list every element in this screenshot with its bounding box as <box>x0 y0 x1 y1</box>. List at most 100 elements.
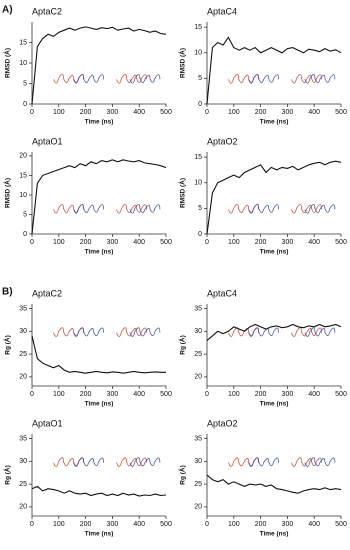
y-tick-label: 15 <box>194 24 202 31</box>
x-tick-label: 200 <box>255 109 267 116</box>
x-tick-label: 400 <box>308 109 320 116</box>
y-axis-label: Rg (Å) <box>178 465 187 485</box>
structure-illustration <box>248 457 279 467</box>
y-tick-label: 15 <box>194 154 202 161</box>
structure-illustration <box>116 74 147 84</box>
chart-panel: AptaC2 Rg (Å) Time (ns) 20 25 30 35 0 100 200 300 4… <box>3 288 172 407</box>
chart-panel: AptaC2 RMSD (Å) Time (ns) 0 5 10 15 0 100 200 300 4… <box>3 6 172 125</box>
chart-title: AptaC2 <box>32 6 62 16</box>
x-tick-label: 500 <box>160 239 172 246</box>
structure-illustration <box>304 327 336 337</box>
x-tick-label: 300 <box>282 109 294 116</box>
panel-label: B) <box>2 287 13 298</box>
x-tick-label: 100 <box>228 391 240 398</box>
chart-panel: AptaC4 Rg (Å) Time (ns) 20 25 30 35 0 100 200 300 4… <box>178 288 347 407</box>
chart-title: AptaO1 <box>32 136 63 146</box>
y-axis-label: Rg (Å) <box>3 335 12 355</box>
x-tick-label: 300 <box>107 239 119 246</box>
y-tick-label: 25 <box>194 481 202 488</box>
structure-illustration <box>291 327 322 337</box>
x-axis-label: Time (ns) <box>260 119 289 126</box>
chart-title: AptaC4 <box>207 288 237 298</box>
y-tick-label: 0 <box>198 101 202 108</box>
y-tick-label: 20 <box>194 504 202 511</box>
structure-illustration <box>248 74 279 84</box>
data-line <box>206 323 342 341</box>
x-axis-label: Time (ns) <box>85 531 114 538</box>
structure-illustration <box>248 327 279 337</box>
y-tick-label: 20 <box>19 374 27 381</box>
structure-illustration <box>304 457 336 467</box>
x-tick-label: 400 <box>133 391 145 398</box>
chart-panel: AptaO2 RMSD (Å) Time (ns) 0 5 10 15 0 100 200 300 4… <box>178 136 347 255</box>
chart-title: AptaO2 <box>207 418 238 428</box>
y-tick-label: 0 <box>198 231 202 238</box>
y-tick-label: 20 <box>19 504 27 511</box>
y-tick-label: 15 <box>19 172 27 179</box>
x-tick-label: 0 <box>30 521 34 528</box>
x-tick-label: 200 <box>255 239 267 246</box>
y-tick-label: 0 <box>23 231 27 238</box>
x-tick-label: 100 <box>228 239 240 246</box>
data-line <box>31 485 167 497</box>
structure-illustration <box>53 204 84 214</box>
y-tick-label: 35 <box>19 305 27 312</box>
x-tick-label: 500 <box>335 239 347 246</box>
chart-title: AptaO2 <box>207 136 238 146</box>
x-tick-label: 100 <box>53 521 65 528</box>
x-tick-label: 300 <box>107 109 119 116</box>
structure-illustration <box>291 204 322 214</box>
y-tick-label: 5 <box>23 80 27 87</box>
x-tick-label: 200 <box>80 109 92 116</box>
y-tick-label: 10 <box>19 192 27 199</box>
y-axis-label: RMSD (Å) <box>178 178 187 208</box>
structure-illustration <box>129 327 161 337</box>
x-tick-label: 500 <box>335 391 347 398</box>
x-tick-label: 0 <box>30 391 34 398</box>
chart-title: AptaC4 <box>207 6 237 16</box>
x-tick-label: 200 <box>80 521 92 528</box>
y-tick-label: 10 <box>194 50 202 57</box>
structure-illustration <box>291 457 322 467</box>
y-axis-label: RMSD (Å) <box>178 48 187 78</box>
x-axis-label: Time (ns) <box>260 249 289 256</box>
structure-illustration <box>116 327 147 337</box>
y-tick-label: 30 <box>194 458 202 465</box>
chart-title: AptaC2 <box>32 288 62 298</box>
y-tick-label: 5 <box>23 211 27 218</box>
y-tick-label: 30 <box>194 328 202 335</box>
x-tick-label: 0 <box>205 109 209 116</box>
y-tick-label: 0 <box>23 101 27 108</box>
structure-illustration <box>291 74 322 84</box>
structure-illustration <box>73 327 104 337</box>
y-tick-label: 10 <box>194 180 202 187</box>
x-tick-label: 100 <box>53 109 65 116</box>
y-tick-label: 25 <box>19 351 27 358</box>
structure-illustration <box>228 327 259 337</box>
x-tick-label: 400 <box>133 521 145 528</box>
x-tick-label: 400 <box>308 239 320 246</box>
x-tick-label: 500 <box>160 391 172 398</box>
y-axis-label: RMSD (Å) <box>3 178 12 208</box>
x-axis-label: Time (ns) <box>260 531 289 538</box>
panel-label: A) <box>2 5 13 16</box>
structure-illustration <box>129 204 161 214</box>
y-tick-label: 35 <box>194 435 202 442</box>
structure-illustration <box>53 74 84 84</box>
x-tick-label: 0 <box>30 109 34 116</box>
y-axis-label: Rg (Å) <box>3 465 12 485</box>
structure-illustration <box>228 204 259 214</box>
x-tick-label: 400 <box>308 521 320 528</box>
x-tick-label: 0 <box>205 521 209 528</box>
data-line <box>206 474 342 494</box>
y-axis-label: Rg (Å) <box>178 335 187 355</box>
structure-illustration <box>116 457 147 467</box>
chart-panel: AptaO1 Rg (Å) Time (ns) 20 25 30 35 0 100 200 300 4… <box>3 418 172 537</box>
x-tick-label: 300 <box>107 391 119 398</box>
structure-illustration <box>248 204 279 214</box>
data-line <box>31 26 167 105</box>
data-line <box>206 160 342 235</box>
chart-panel: AptaO2 Rg (Å) Time (ns) 20 25 30 35 0 100 200 300 4… <box>178 418 347 537</box>
